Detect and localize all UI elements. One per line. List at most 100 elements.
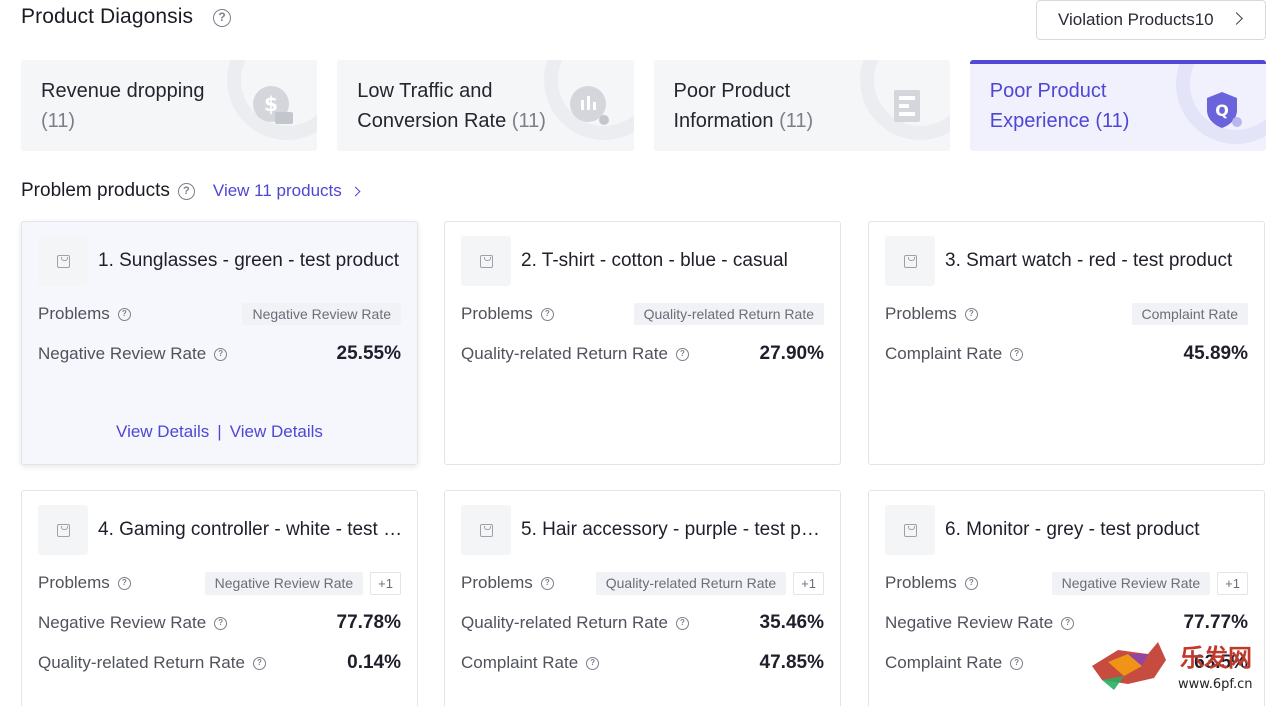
problems-row: Problems ? Negative Review Rate: [38, 302, 401, 326]
product-card[interactable]: 3. Smart watch - red - test product Prob…: [868, 221, 1265, 465]
help-icon[interactable]: ?: [1010, 656, 1024, 670]
problem-tag: Quality-related Return Rate: [633, 303, 824, 325]
view-products-link[interactable]: View 11 products: [212, 181, 361, 201]
metric-value: 25.55%: [336, 343, 401, 364]
category-label: Poor Product Experience (11): [989, 79, 1130, 132]
more-tags-badge[interactable]: +1: [1217, 571, 1248, 595]
violation-products-button[interactable]: Violation Products10: [1036, 0, 1266, 40]
metric-label: Quality-related Return Rate: [461, 344, 668, 363]
help-icon[interactable]: ?: [214, 347, 228, 361]
product-name: 2. T-shirt - cotton - blue - casual: [521, 250, 788, 271]
shopping-bag-icon: [57, 255, 70, 268]
metric-label: Quality-related Return Rate: [461, 613, 668, 632]
view-details-link[interactable]: View Details: [116, 422, 210, 441]
section-title: Problem products: [21, 180, 170, 201]
violation-products-label: Violation Products10: [1058, 10, 1214, 29]
problems-label: Problems: [38, 304, 110, 323]
product-thumbnail: [885, 236, 935, 286]
category-revenue-dropping[interactable]: Revenue dropping (11) $: [21, 60, 318, 151]
metric-label: Quality-related Return Rate: [38, 653, 245, 672]
document-icon: [893, 90, 920, 122]
shield-q-icon: Q: [1207, 92, 1242, 128]
help-icon[interactable]: ?: [675, 347, 689, 361]
metric-label: Negative Review Rate: [38, 344, 207, 363]
metric-row: Quality-related Return Rate ? 35.46%: [461, 611, 824, 635]
help-icon[interactable]: ?: [214, 616, 228, 630]
metric-row: Quality-related Return Rate ? 27.90%: [461, 342, 824, 366]
problem-tag: Negative Review Rate: [204, 571, 364, 595]
help-icon[interactable]: ?: [117, 576, 131, 590]
help-icon[interactable]: ?: [177, 182, 195, 200]
help-icon[interactable]: ?: [586, 656, 600, 670]
product-name: 5. Hair accessory - purple - test produc…: [521, 519, 826, 540]
shopping-bag-icon: [904, 255, 917, 268]
problems-row: Problems ? Quality-related Return Rate: [461, 302, 824, 326]
product-card[interactable]: 1. Sunglasses - green - test product Pro…: [21, 221, 418, 465]
chart-bubble-icon: [569, 86, 609, 125]
help-icon[interactable]: ?: [117, 307, 131, 321]
help-icon[interactable]: ?: [675, 616, 689, 630]
shopping-bag-icon: [480, 524, 493, 537]
metric-value: 77.77%: [1183, 612, 1248, 633]
product-thumbnail: [38, 236, 88, 286]
metric-value: 63.5%: [1194, 652, 1248, 673]
problems-row: Problems ? Negative Review Rate +1: [885, 571, 1248, 595]
shopping-bag-icon: [480, 255, 493, 268]
metric-value: 45.89%: [1183, 343, 1248, 364]
help-icon[interactable]: ?: [540, 576, 554, 590]
metric-label: Complaint Rate: [461, 653, 579, 672]
product-card[interactable]: 4. Gaming controller - white - test prod…: [21, 490, 418, 706]
problems-row: Problems ? Quality-related Return Rate +…: [461, 571, 824, 595]
problem-tag: Complaint Rate: [1131, 303, 1248, 325]
problem-products-header: Problem products ? View 11 products: [21, 178, 361, 204]
chevron-right-icon: [1230, 12, 1243, 25]
help-icon[interactable]: ?: [213, 9, 231, 27]
more-tags-badge[interactable]: +1: [793, 571, 824, 595]
view-products-label: View 11 products: [212, 181, 342, 200]
problems-label: Problems: [38, 573, 110, 592]
metric-row: Complaint Rate ? 63.5%: [885, 651, 1248, 675]
metric-row: Negative Review Rate ? 25.55%: [38, 342, 401, 366]
category-label: Low Traffic and Conversion Rate (11): [357, 79, 546, 132]
svg-text:Q: Q: [1215, 101, 1229, 120]
problems-row: Problems ? Complaint Rate: [885, 302, 1248, 326]
watermark-text: www.6pf.cn: [1178, 677, 1253, 692]
product-card[interactable]: 5. Hair accessory - purple - test produc…: [444, 490, 841, 706]
dollar-coin-icon: $: [253, 86, 294, 124]
category-poor-experience[interactable]: Poor Product Experience (11) Q: [969, 60, 1266, 151]
page-title: Product Diagonsis: [21, 5, 194, 28]
category-low-traffic[interactable]: Low Traffic and Conversion Rate (11): [337, 60, 634, 151]
help-icon[interactable]: ?: [964, 307, 978, 321]
more-tags-badge[interactable]: +1: [370, 571, 401, 595]
help-icon[interactable]: ?: [1010, 347, 1024, 361]
product-card[interactable]: 6. Monitor - grey - test product Problem…: [868, 490, 1265, 706]
metric-value: 0.14%: [347, 652, 401, 673]
product-thumbnail: [461, 236, 511, 286]
category-poor-information[interactable]: Poor Product Information (11): [653, 60, 950, 151]
problem-tag: Negative Review Rate: [242, 303, 401, 325]
category-label: Poor Product Information (11): [673, 79, 814, 132]
card-actions: View Details | View Details: [22, 422, 417, 442]
shopping-bag-icon: [904, 524, 917, 537]
diagnosis-categories: Revenue dropping (11) $ Low Traffic and …: [21, 60, 1266, 151]
category-label: Revenue dropping (11): [41, 79, 205, 132]
metric-row: Complaint Rate ? 47.85%: [461, 651, 824, 675]
help-icon[interactable]: ?: [540, 307, 554, 321]
product-thumbnail: [38, 505, 88, 555]
metric-value: 27.90%: [759, 343, 824, 364]
metric-row: Quality-related Return Rate ? 0.14%: [38, 651, 401, 675]
problems-label: Problems: [461, 304, 533, 323]
help-icon[interactable]: ?: [1061, 616, 1075, 630]
metric-label: Negative Review Rate: [38, 613, 207, 632]
metric-row: Complaint Rate ? 45.89%: [885, 342, 1248, 366]
problems-label: Problems: [885, 304, 957, 323]
product-card[interactable]: 2. T-shirt - cotton - blue - casual Prob…: [444, 221, 841, 465]
metric-row: Negative Review Rate ? 77.78%: [38, 611, 401, 635]
view-details-link[interactable]: View Details: [229, 422, 323, 441]
help-icon[interactable]: ?: [252, 656, 266, 670]
problem-tag: Negative Review Rate: [1051, 571, 1211, 595]
product-name: 6. Monitor - grey - test product: [945, 519, 1200, 540]
chevron-right-icon: [350, 186, 361, 196]
help-icon[interactable]: ?: [964, 576, 978, 590]
problems-label: Problems: [461, 573, 533, 592]
